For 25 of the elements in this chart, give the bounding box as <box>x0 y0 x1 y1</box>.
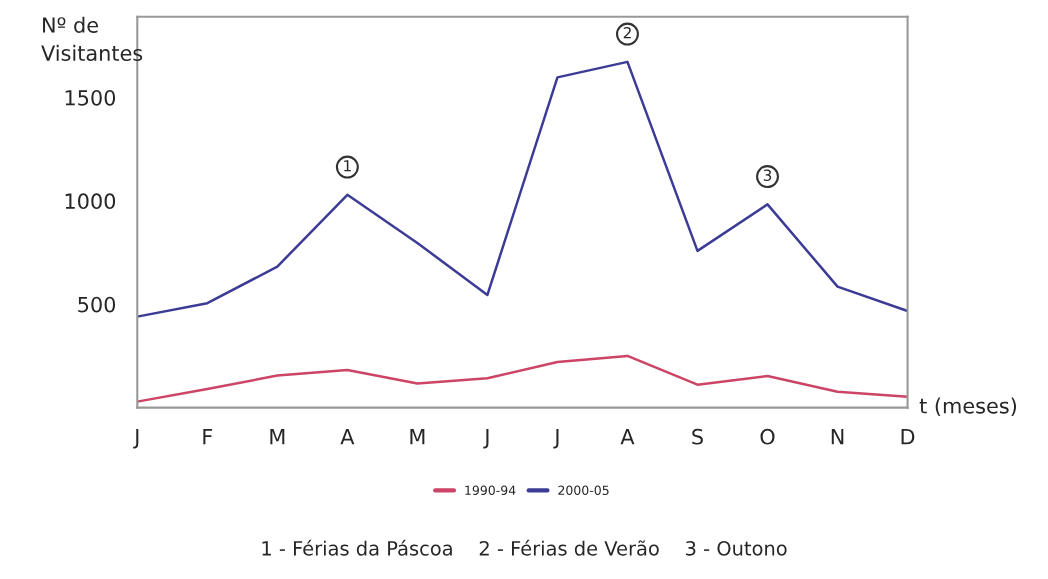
x-tick-label: N <box>831 429 844 445</box>
y-tick-label: 1000 <box>65 193 116 210</box>
y-tick-label: 500 <box>78 296 116 313</box>
line-series <box>137 354 908 403</box>
annotation: 1 <box>344 160 351 172</box>
x-tick-label: J <box>483 429 489 449</box>
x-tick-label: A <box>340 429 355 445</box>
x-axis-title: t (meses) <box>919 397 1017 417</box>
x-tick-label: M <box>270 429 285 445</box>
text: 1 - Férias da Páscoa 2 - Férias de Verão 3 - Outono <box>262 539 787 556</box>
legend-label: 1990-94 <box>465 485 516 495</box>
y-axis-title: Nº de Visitantes <box>41 16 143 61</box>
x-tick-label: M <box>410 429 425 445</box>
x-tick-label: O <box>760 428 775 445</box>
annotation: 3 <box>763 169 772 181</box>
x-tick-label: F <box>203 429 213 445</box>
x-tick-label: D <box>901 429 915 445</box>
annotation: 2 <box>623 26 631 39</box>
y-tick-label: 1500 <box>65 89 116 106</box>
legend-label: 2000-05 <box>558 485 609 495</box>
x-tick-label: J <box>553 429 559 449</box>
x-tick-label: J <box>133 429 139 449</box>
line-series <box>137 60 908 318</box>
x-tick-label: S <box>692 428 703 445</box>
x-tick-label: A <box>620 429 635 445</box>
